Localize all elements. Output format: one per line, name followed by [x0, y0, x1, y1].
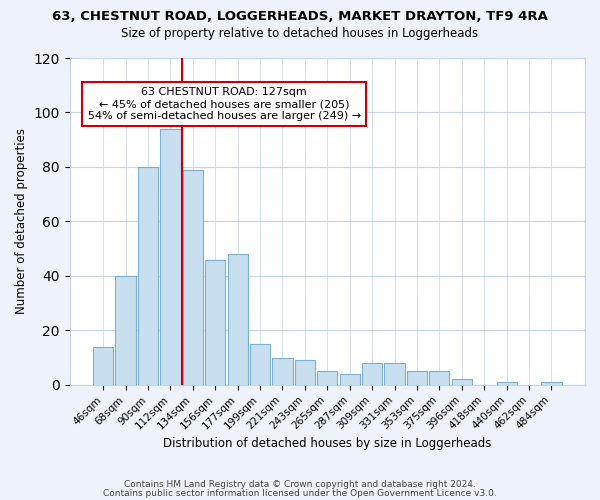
Bar [93, 346, 113, 385]
Bar [115, 276, 136, 385]
Bar [541, 382, 562, 385]
Y-axis label: Number of detached properties: Number of detached properties [15, 128, 28, 314]
Bar [317, 371, 337, 385]
Bar [362, 363, 382, 385]
Text: 63, CHESTNUT ROAD, LOGGERHEADS, MARKET DRAYTON, TF9 4RA: 63, CHESTNUT ROAD, LOGGERHEADS, MARKET D… [52, 10, 548, 23]
Bar [452, 380, 472, 385]
Text: 63 CHESTNUT ROAD: 127sqm
← 45% of detached houses are smaller (205)
54% of semi-: 63 CHESTNUT ROAD: 127sqm ← 45% of detach… [88, 88, 361, 120]
Bar [272, 358, 293, 385]
Bar [340, 374, 360, 385]
Text: Size of property relative to detached houses in Loggerheads: Size of property relative to detached ho… [121, 28, 479, 40]
Text: Contains HM Land Registry data © Crown copyright and database right 2024.: Contains HM Land Registry data © Crown c… [124, 480, 476, 489]
Bar [250, 344, 270, 385]
Bar [138, 167, 158, 385]
Bar [385, 363, 404, 385]
Bar [160, 129, 181, 385]
Bar [205, 260, 226, 385]
Bar [407, 371, 427, 385]
Bar [295, 360, 315, 385]
X-axis label: Distribution of detached houses by size in Loggerheads: Distribution of detached houses by size … [163, 437, 491, 450]
Bar [497, 382, 517, 385]
Bar [227, 254, 248, 385]
Text: Contains public sector information licensed under the Open Government Licence v3: Contains public sector information licen… [103, 489, 497, 498]
Bar [183, 170, 203, 385]
Bar [430, 371, 449, 385]
